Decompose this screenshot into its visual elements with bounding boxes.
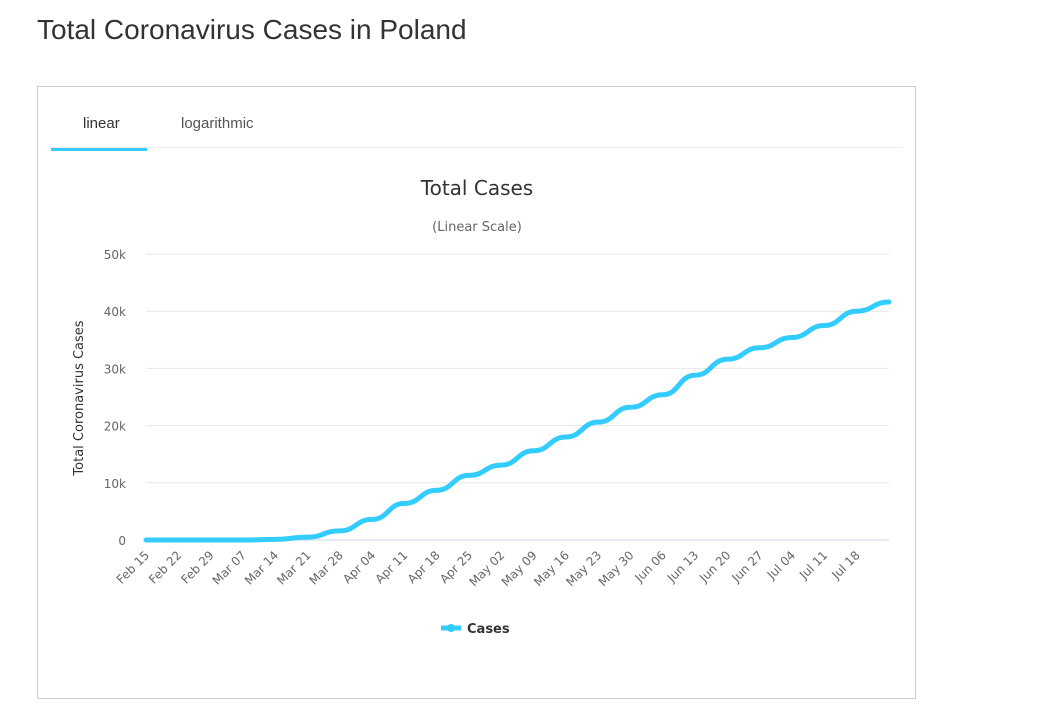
- tab-linear[interactable]: linear: [83, 115, 120, 132]
- y-tick-label: 20k: [104, 420, 126, 434]
- x-tick-label: Apr 18: [405, 548, 443, 586]
- x-tick-label: Apr 04: [340, 548, 378, 586]
- x-tick-label: Jul 11: [796, 548, 830, 582]
- x-tick-label: Jun 27: [728, 548, 765, 585]
- x-tick-label: Jun 13: [664, 548, 701, 585]
- scale-tabs: linear logarithmic: [51, 87, 901, 151]
- tab-logarithmic[interactable]: logarithmic: [181, 115, 254, 132]
- legend-marker[interactable]: [447, 624, 455, 632]
- x-tick-label: Feb 29: [178, 548, 216, 586]
- x-tick-label: Jul 18: [828, 548, 862, 582]
- y-tick-label: 40k: [104, 305, 126, 319]
- y-tick-label: 30k: [104, 362, 126, 376]
- x-tick-label: Jul 04: [764, 548, 798, 582]
- x-tick-label: Jun 20: [696, 548, 733, 585]
- chart-panel: linear logarithmic: [37, 86, 916, 699]
- page-title: Total Coronavirus Cases in Poland: [37, 14, 467, 45]
- chart-title: Total Cases: [420, 176, 533, 200]
- x-tick-label: Mar 21: [274, 548, 313, 587]
- y-tick-label: 50k: [104, 248, 126, 262]
- active-tab-indicator: [51, 148, 147, 151]
- x-tick-label: Mar 14: [242, 548, 281, 587]
- y-tick-label: 10k: [104, 477, 126, 491]
- y-axis-label: Total Coronavirus Cases: [72, 320, 87, 476]
- x-tick-label: Mar 28: [307, 548, 346, 587]
- x-tick-label: Feb 15: [114, 548, 152, 586]
- x-tick-label: Jun 06: [632, 548, 669, 585]
- x-tick-label: Mar 07: [210, 548, 249, 587]
- x-tick-label: Feb 22: [146, 548, 184, 586]
- legend-item-cases[interactable]: Cases: [467, 622, 510, 637]
- chart-subtitle: (Linear Scale): [432, 220, 522, 235]
- x-tick-label: Apr 11: [372, 548, 410, 586]
- y-tick-label: 0: [118, 534, 126, 548]
- x-tick-label: May 30: [596, 548, 637, 589]
- series-line-cases: [143, 299, 892, 543]
